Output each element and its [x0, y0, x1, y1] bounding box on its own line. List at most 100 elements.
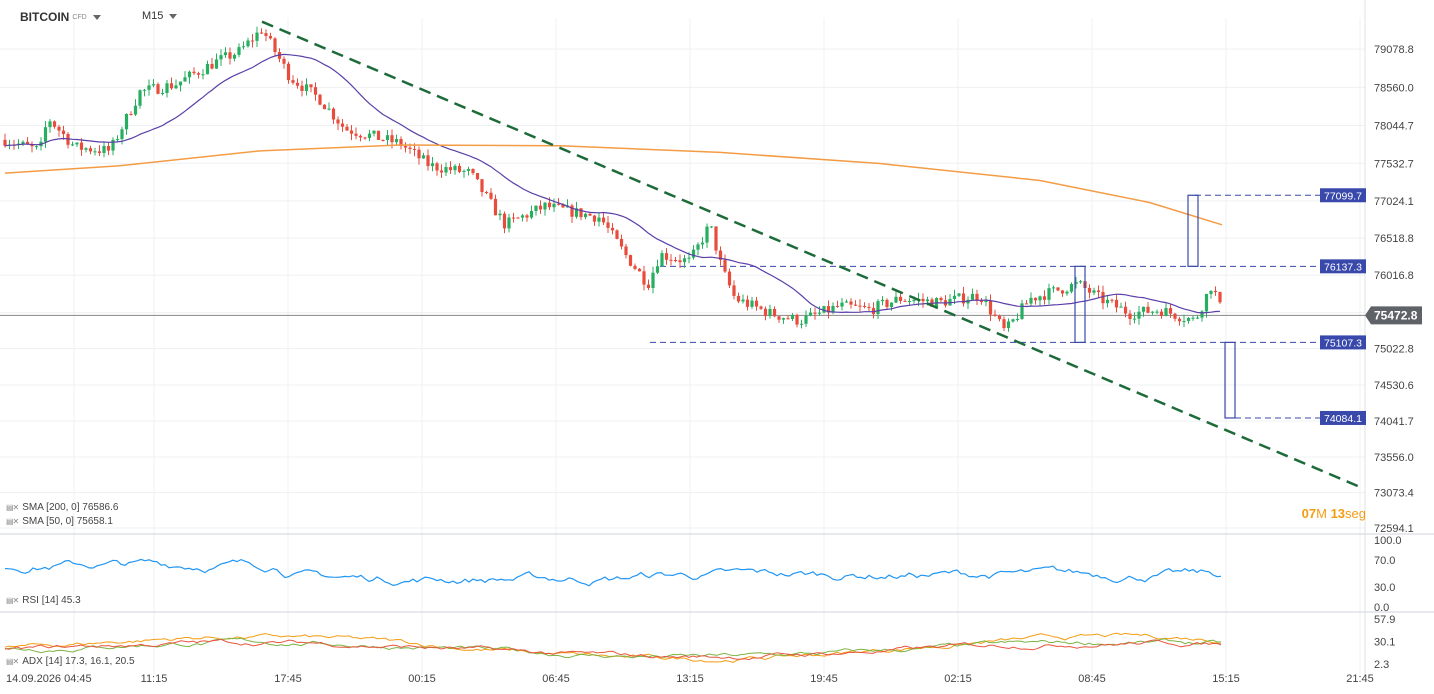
candle-body	[502, 213, 507, 229]
candle-body	[700, 242, 705, 245]
candle-body	[1011, 319, 1015, 322]
sma50-legend[interactable]: ▤✕ SMA [50, 0] 75658.1	[6, 516, 113, 527]
candle-body	[754, 300, 759, 307]
candle-body	[705, 226, 709, 243]
candle-body	[840, 302, 844, 307]
candle-body	[178, 81, 183, 86]
candle-body	[493, 198, 498, 216]
candle-body	[336, 119, 340, 124]
di-minus-line	[4, 638, 1222, 661]
candle-body	[372, 130, 376, 134]
candle-body	[129, 113, 133, 115]
candle-body	[844, 301, 849, 303]
candle-body	[1047, 288, 1051, 300]
trendline[interactable]	[261, 20, 1361, 489]
candle-body	[979, 300, 984, 303]
x-tick-label: 11:15	[141, 673, 168, 685]
settings-close-icon[interactable]: ▤✕	[6, 596, 19, 605]
candle-body	[1078, 281, 1083, 283]
candle-body	[1182, 321, 1186, 323]
candle-body	[885, 299, 889, 307]
candle-body	[1033, 297, 1038, 301]
candle-body	[952, 295, 957, 300]
candle-body	[484, 192, 489, 194]
candle-body	[309, 84, 313, 88]
candle-body	[777, 316, 781, 320]
candle-body	[1092, 290, 1096, 293]
candle-body	[759, 306, 763, 309]
x-tick-label: 13:15	[676, 673, 704, 685]
level-price-box	[1320, 188, 1366, 203]
rsi-y-tick: 100.0	[1374, 535, 1402, 547]
price-levels	[650, 194, 1320, 419]
symbol-type: CFD	[72, 14, 87, 22]
candle-body	[282, 58, 286, 64]
candle-body	[1209, 290, 1213, 294]
rsi-y-tick: 0.0	[1374, 602, 1389, 614]
candle-body	[1168, 308, 1173, 314]
candle-body	[579, 208, 583, 218]
settings-close-icon[interactable]: ▤✕	[6, 503, 19, 512]
candle-body	[750, 300, 754, 307]
trendline-segment	[261, 20, 1361, 489]
candle-body	[439, 170, 444, 173]
candle-body	[538, 205, 543, 210]
candle-body	[633, 265, 637, 269]
adx-legend[interactable]: ▤✕ ADX [14] 17.3, 16.1, 20.5	[6, 656, 135, 667]
candle-body	[790, 314, 795, 319]
candle-body	[93, 151, 97, 153]
candle-body	[408, 147, 412, 149]
x-tick-label: 02:15	[944, 673, 972, 685]
candle-body	[174, 85, 178, 89]
candle-body	[43, 127, 48, 142]
candle-body	[511, 217, 516, 219]
settings-close-icon[interactable]: ▤✕	[6, 517, 19, 526]
candle-body	[606, 222, 610, 228]
timer-seconds: 13	[1330, 506, 1346, 521]
candle-body	[3, 139, 7, 146]
symbol-selector[interactable]: BITCOIN CFD	[20, 10, 101, 24]
x-tick-label: 21:45	[1346, 673, 1374, 685]
chevron-down-icon[interactable]	[169, 13, 178, 19]
y-tick-label: 73556.0	[1374, 452, 1414, 464]
candle-body	[367, 133, 372, 139]
candle-body	[237, 47, 241, 55]
candle-body	[363, 137, 367, 139]
candle-body	[304, 84, 309, 91]
candle-body	[817, 312, 822, 314]
chevron-down-icon[interactable]	[92, 15, 101, 21]
candle-body	[907, 301, 912, 303]
sma200-label: SMA [200, 0] 76586.6	[22, 502, 119, 513]
candle-body	[799, 323, 804, 325]
y-tick-label: 75022.8	[1374, 344, 1414, 356]
candle-body	[673, 259, 678, 261]
candle-body	[727, 271, 732, 286]
candle-body	[831, 305, 835, 313]
candle-body	[597, 217, 601, 222]
candle-body	[88, 148, 93, 152]
sma200-legend[interactable]: ▤✕ SMA [200, 0] 76586.6	[6, 502, 118, 513]
rsi-legend[interactable]: ▤✕ RSI [14] 45.3	[6, 595, 81, 606]
candle-body	[691, 249, 696, 258]
candle-body	[268, 35, 273, 39]
settings-close-icon[interactable]: ▤✕	[6, 657, 19, 666]
candle-body	[529, 211, 534, 218]
candle-body	[1128, 313, 1132, 319]
candle-body	[1065, 291, 1069, 294]
x-tick-label: 08:45	[1078, 673, 1106, 685]
candle-body	[30, 144, 34, 147]
candle-body	[642, 271, 646, 285]
timer-m-label: M	[1316, 506, 1327, 521]
candle-body	[286, 63, 291, 81]
candle-body	[898, 296, 903, 301]
candle-body	[1195, 317, 1200, 319]
candle-body	[250, 40, 255, 42]
candle-body	[349, 130, 354, 134]
timeframe-selector[interactable]: M15	[142, 10, 178, 22]
candles	[3, 26, 1222, 332]
candle-body	[142, 89, 147, 91]
candle-body	[574, 208, 579, 217]
candle-body	[75, 142, 79, 145]
candle-body	[961, 293, 966, 304]
